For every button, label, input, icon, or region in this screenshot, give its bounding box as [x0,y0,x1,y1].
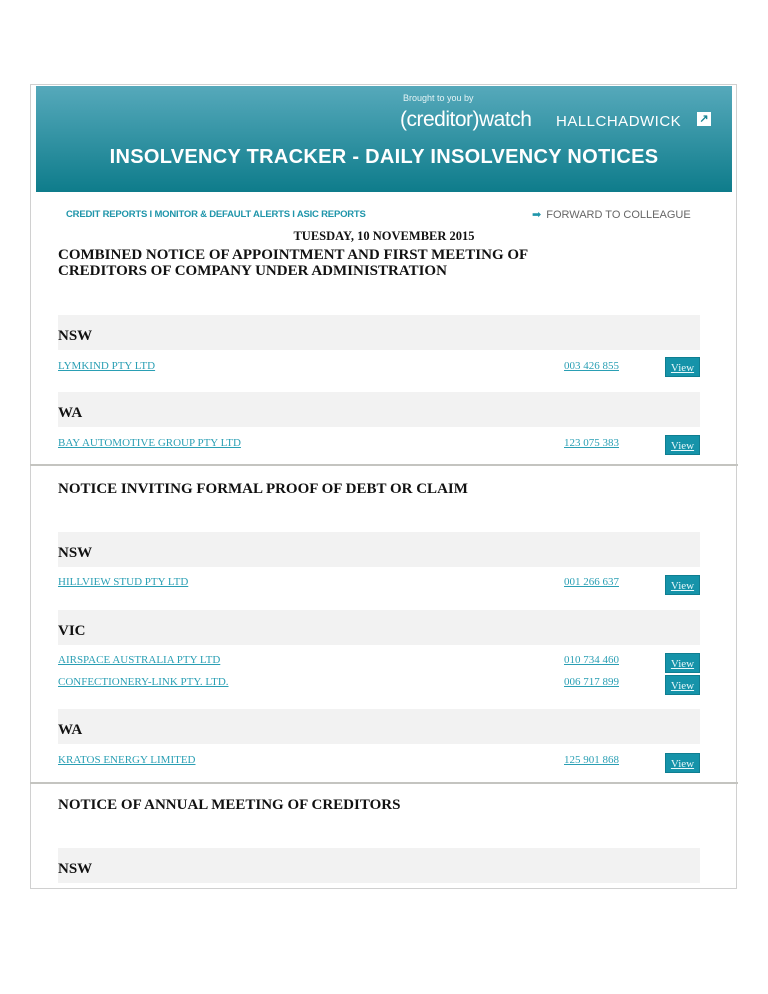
view-button[interactable]: View [665,435,700,455]
hallchadwick-arrow-icon: ↗ [697,112,711,126]
view-button[interactable]: View [665,753,700,773]
state-header: NSW [58,532,700,567]
company-link[interactable]: LYMKIND PTY LTD [58,360,156,372]
state-header: WA [58,392,700,427]
acn-link[interactable]: 125 901 868 [564,754,619,766]
forward-to-colleague-link[interactable]: ➡ FORWARD TO COLLEAGUE [532,208,691,221]
section-heading: COMBINED NOTICE OF APPOINTMENT AND FIRST… [58,247,529,279]
forward-label: FORWARD TO COLLEAGUE [546,209,691,221]
acn-link[interactable]: 001 266 637 [564,576,619,588]
header-banner [36,86,732,192]
brought-by-text: Brought to you by [403,93,474,103]
acn-link[interactable]: 010 734 460 [564,654,619,666]
acn-link[interactable]: 006 717 899 [564,676,619,688]
creditorwatch-logo[interactable]: (creditor)watch [400,108,532,131]
state-header: NSW [58,848,700,883]
company-link[interactable]: HILLVIEW STUD PTY LTD [58,576,189,588]
state-header: WA [58,709,700,744]
acn-link[interactable]: 123 075 383 [564,437,619,449]
email-container [30,84,737,889]
arrow-right-icon: ➡ [532,209,542,221]
nav-links[interactable]: CREDIT REPORTS I MONITOR & DEFAULT ALERT… [66,209,366,220]
notice-date: TUESDAY, 10 NOVEMBER 2015 [293,229,475,243]
section-heading: NOTICE INVITING FORMAL PROOF OF DEBT OR … [58,481,468,497]
acn-link[interactable]: 003 426 855 [564,360,619,372]
hallchadwick-logo[interactable]: HALLCHADWICK [556,113,682,130]
company-link[interactable]: KRATOS ENERGY LIMITED [58,754,196,766]
state-header: VIC [58,610,700,645]
state-header: NSW [58,315,700,350]
section-divider [30,782,738,784]
section-heading: NOTICE OF ANNUAL MEETING OF CREDITORS [58,797,401,813]
view-button[interactable]: View [665,575,700,595]
view-button[interactable]: View [665,357,700,377]
page-title: INSOLVENCY TRACKER - DAILY INSOLVENCY NO… [109,146,659,168]
section-divider [30,464,738,466]
company-link[interactable]: BAY AUTOMOTIVE GROUP PTY LTD [58,437,241,449]
company-link[interactable]: AIRSPACE AUSTRALIA PTY LTD [58,654,221,666]
view-button[interactable]: View [665,653,700,673]
view-button[interactable]: View [665,675,700,695]
company-link[interactable]: CONFECTIONERY-LINK PTY. LTD. [58,676,229,688]
